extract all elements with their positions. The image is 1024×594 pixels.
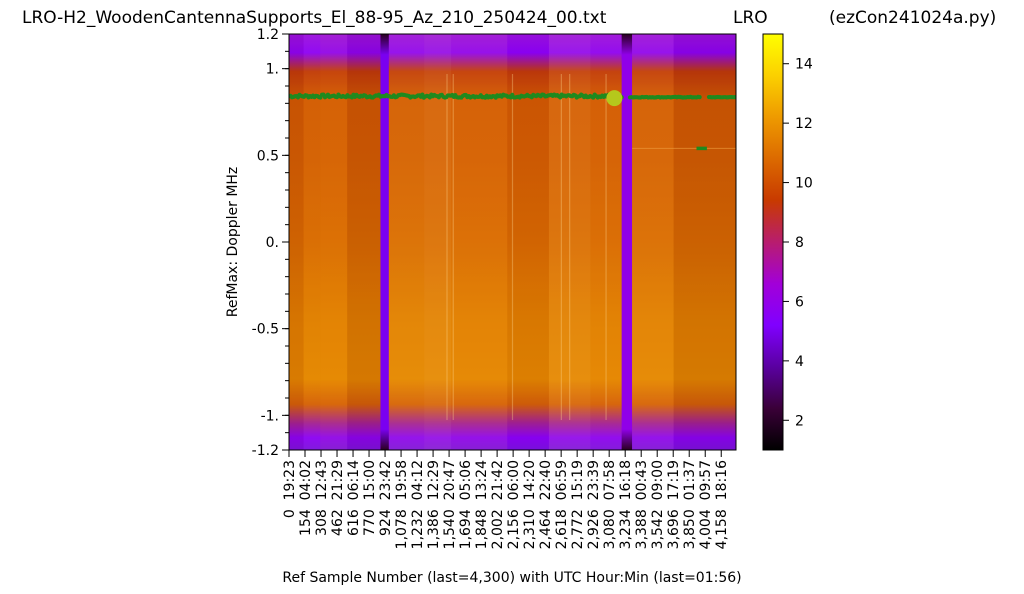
x-axis-label: Ref Sample Number (last=4,300) with UTC …: [282, 570, 741, 586]
x-tick-label: 3,542 09:00: [650, 460, 666, 549]
heatmap-dark-columns: [380, 34, 633, 450]
y-axis-label: RefMax: Doppler MHz: [225, 167, 241, 318]
x-tick-label: 1,540 20:47: [442, 460, 458, 549]
colorbar-ticks: 2 4 6 8 10 12 14: [783, 57, 813, 429]
heatmap-shade-band: [388, 34, 425, 450]
peak-point: [733, 95, 736, 100]
heatmap-shade-band: [632, 34, 674, 450]
x-tick-label: 0 19:23: [282, 460, 298, 518]
colorbar-tick-label: 14: [795, 57, 813, 73]
heatmap-shade-band: [347, 34, 381, 450]
x-tick-label: 1,078 19:58: [394, 460, 410, 549]
peak-marker: [606, 90, 623, 107]
heatmap-column-shading: [289, 34, 736, 450]
dark-column: [621, 34, 633, 450]
x-tick-label: 3,850 01:37: [682, 460, 698, 549]
chart-title-station: LRO: [733, 8, 768, 28]
heatmap-shade-band: [548, 34, 591, 450]
heatmap-shade-band: [451, 34, 508, 450]
x-tick-label: 462 21:29: [330, 460, 346, 536]
chart-title-file: LRO-H2_WoodenCantennaSupports_El_88-95_A…: [22, 8, 607, 28]
x-tick-label: 1,694 05:06: [458, 460, 474, 549]
x-tick-label: 770 15:00: [362, 460, 378, 536]
x-tick-label: 2,618 06:59: [554, 460, 570, 549]
x-axis: 0 19:23 154 04:02 308 12:43 462 21:29 616 06…: [282, 450, 730, 549]
x-tick-label: 924 23:42: [378, 460, 394, 536]
x-tick-label: 3,234 16:18: [618, 460, 634, 549]
dark-column: [380, 34, 389, 450]
x-tick-label: 1,386 12:29: [426, 460, 442, 549]
x-tick-label: 2,464 22:40: [538, 460, 554, 549]
y-tick-label: -1.: [261, 408, 279, 424]
x-tick-label: 2,310 14:20: [522, 460, 538, 549]
x-tick-label: 3,388 00:43: [634, 460, 650, 549]
colorbar-tick-label: 4: [795, 354, 804, 370]
heatmap-shade-band: [673, 34, 736, 450]
peak-track: [289, 90, 736, 151]
y-axis: 1.2 1. 0.5 0. -0.5 -1. -1.2: [252, 27, 289, 459]
heatmap-shade-band: [507, 34, 549, 450]
colorbar-tick-label: 10: [795, 176, 813, 192]
chart-title-program: (ezCon241024a.py): [829, 8, 996, 28]
heatmap-shade-band: [320, 34, 348, 450]
x-tick-label: 616 06:14: [346, 460, 362, 536]
heatmap-shade-band: [424, 34, 452, 450]
heatmap-background: [289, 34, 736, 450]
heatmap-shade-band: [303, 34, 321, 450]
x-tick-label: 2,772 15:19: [570, 460, 586, 549]
y-tick-label: 0.5: [257, 148, 279, 164]
x-tick-label: 4,004 09:57: [698, 460, 714, 549]
x-tick-label: 4,158 18:16: [714, 460, 730, 549]
x-tick-label: 2,156 06:00: [506, 460, 522, 549]
y-tick-label: -0.5: [252, 322, 279, 338]
y-tick-label: 1.2: [257, 27, 279, 43]
colorbar: [763, 34, 783, 450]
y-tick-label: -1.2: [252, 443, 279, 459]
y-tick-label: 1.: [266, 62, 279, 78]
y-tick-label: 0.: [266, 235, 279, 251]
colorbar-tick-label: 8: [795, 235, 804, 251]
heatmap-plot-area: [289, 34, 736, 450]
colorbar-tick-label: 12: [795, 116, 813, 132]
x-tick-label: 1,232 04:12: [410, 460, 426, 549]
colorbar-tick-label: 2: [795, 413, 804, 429]
x-tick-label: 308 12:43: [314, 460, 330, 536]
x-tick-label: 154 04:02: [298, 460, 314, 536]
x-tick-label: 2,926 23:39: [586, 460, 602, 549]
x-tick-label: 1,848 13:24: [474, 460, 490, 549]
peak-point: [697, 95, 702, 100]
x-tick-label: 2,002 21:42: [490, 460, 506, 549]
colorbar-tick-label: 6: [795, 294, 804, 310]
x-tick-label: 3,080 07:58: [602, 460, 618, 549]
heatmap-shade-band: [289, 34, 304, 450]
x-tick-label: 3,696 17:19: [666, 460, 682, 549]
